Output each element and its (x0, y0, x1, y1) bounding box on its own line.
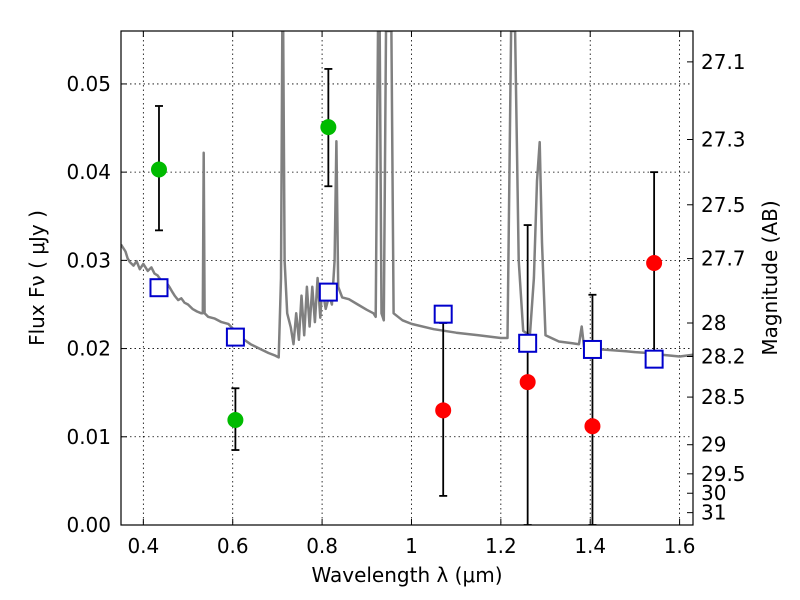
y-axis-left: 0.00 0.01 0.02 0.03 0.04 0.05 (66, 72, 127, 537)
right-tick-label: 28 (701, 311, 726, 335)
y-tick-label: 0.00 (66, 513, 111, 537)
x-tick-label: 1 (405, 534, 418, 558)
model-spectrum-line (121, 31, 693, 359)
model-photometry-point (433, 304, 453, 324)
grid-lines (121, 31, 693, 525)
model-photometry-point (644, 349, 664, 369)
y-tick-label: 0.01 (66, 425, 111, 449)
upper-limit-point (584, 418, 601, 435)
detection-point (320, 119, 337, 136)
x-tick-label: 1.6 (664, 534, 696, 558)
y-tick-label: 0.02 (66, 337, 111, 361)
right-tick-label: 29 (701, 433, 726, 457)
y-tick-label: 0.03 (66, 248, 111, 272)
model-photometry-point (225, 327, 245, 347)
right-tick-label: 31 (701, 501, 726, 525)
right-tick-label: 27.5 (701, 193, 746, 217)
right-tick-label: 28.2 (701, 345, 746, 369)
x-tick-label: 1.4 (574, 534, 606, 558)
model-photometry-point (318, 282, 338, 302)
detection-point (227, 412, 244, 429)
right-tick-label: 28.5 (701, 385, 746, 409)
model-photometry-point (518, 333, 538, 353)
upper-limit-point (646, 255, 663, 272)
right-tick-label: 29.5 (701, 462, 746, 486)
right-tick-label: 30 (701, 481, 726, 505)
series-layer (121, 31, 693, 525)
right-tick-label: 27.7 (701, 247, 746, 271)
x-axis: 0.4 0.6 0.8 1 1.2 1.4 1.6 (127, 31, 696, 558)
upper-limit-point (519, 374, 536, 391)
x-tick-label: 0.8 (306, 534, 338, 558)
x-tick-label: 0.6 (217, 534, 249, 558)
y-axis-label: Flux Fν ( μJy ) (25, 210, 49, 346)
model-photometry-point (582, 339, 602, 359)
x-axis-label: Wavelength λ (μm) (311, 563, 502, 587)
detection-point (150, 161, 167, 178)
y-tick-label: 0.05 (66, 72, 111, 96)
right-tick-label: 27.1 (701, 50, 746, 74)
right-tick-label: 27.3 (701, 128, 746, 152)
x-tick-label: 1.2 (485, 534, 517, 558)
y-axis-right-label: Magnitude (AB) (758, 200, 782, 355)
x-tick-label: 0.4 (127, 534, 159, 558)
model-photometry-point (149, 278, 169, 298)
upper-limit-point (435, 402, 452, 419)
plot-frame (120, 30, 694, 526)
y-tick-label: 0.04 (66, 160, 111, 184)
